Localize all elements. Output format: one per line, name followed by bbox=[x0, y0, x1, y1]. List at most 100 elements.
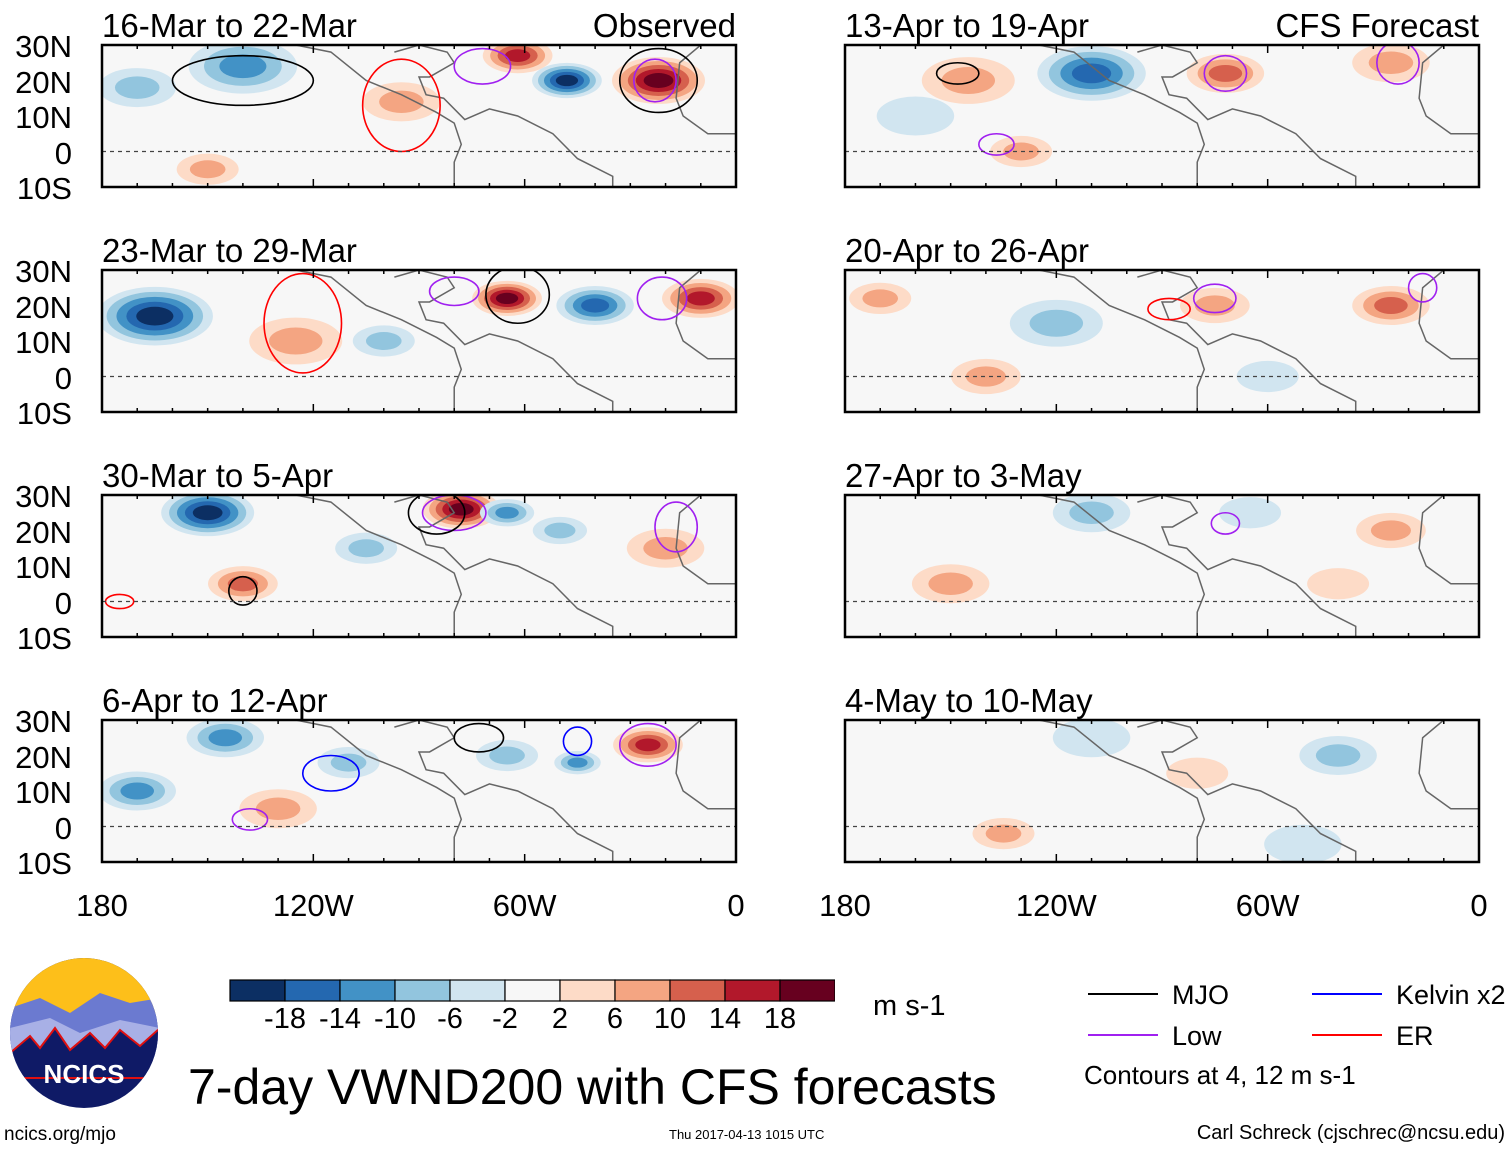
anomaly-shade bbox=[219, 54, 267, 79]
coastline bbox=[394, 495, 614, 637]
wave-contour bbox=[636, 276, 688, 321]
panel-title: 6-Apr to 12-Apr bbox=[102, 682, 328, 719]
lon-tick-label: 60W bbox=[492, 888, 557, 923]
wave-contour bbox=[1210, 511, 1241, 535]
wave-contour bbox=[263, 272, 343, 374]
colorbar-swatch bbox=[614, 979, 671, 1002]
lat-tick-label: 0 bbox=[54, 585, 72, 621]
lat-tick-label: 10S bbox=[16, 846, 72, 881]
lat-tick-label: 10S bbox=[16, 396, 72, 431]
colorbar-label: -6 bbox=[437, 1003, 463, 1035]
coastline bbox=[1418, 270, 1479, 360]
wave-contour bbox=[633, 58, 677, 103]
legend-line bbox=[1088, 993, 1158, 995]
colorbar-label: 14 bbox=[708, 1003, 742, 1035]
lat-tick-label: 30N bbox=[15, 479, 72, 514]
map-panel bbox=[843, 268, 1481, 414]
wave-contour bbox=[1147, 297, 1191, 321]
lat-tick-label: 0 bbox=[54, 135, 72, 171]
colorbar-swatch bbox=[669, 979, 726, 1002]
anomaly-shade bbox=[208, 729, 243, 747]
anomaly-shade bbox=[635, 738, 661, 752]
lat-tick-label: 20N bbox=[15, 64, 72, 100]
lat-tick-label: 20N bbox=[15, 514, 72, 550]
coastline bbox=[1038, 720, 1206, 862]
anomaly-shade bbox=[1264, 824, 1342, 862]
wave-contour bbox=[654, 501, 699, 553]
anomaly-shade bbox=[227, 576, 258, 592]
anomaly-shade bbox=[1071, 63, 1112, 84]
legend-label: ER bbox=[1396, 1021, 1434, 1051]
map-panel bbox=[100, 718, 738, 864]
lat-tick-label: 30N bbox=[15, 704, 72, 739]
figure-title: 7-day VWND200 with CFS forecasts bbox=[188, 1059, 997, 1115]
wave-contour bbox=[618, 722, 677, 767]
anomaly-shade bbox=[686, 291, 715, 306]
coastline bbox=[295, 720, 463, 862]
anomaly-shade bbox=[495, 292, 519, 305]
anomaly-shade bbox=[555, 74, 579, 87]
anomaly-shade bbox=[862, 289, 899, 308]
anomaly-shade bbox=[1029, 309, 1084, 337]
anomaly-shade bbox=[348, 539, 384, 558]
wave-contour bbox=[485, 270, 551, 325]
anomaly-shade bbox=[114, 76, 160, 99]
anomaly-shade bbox=[643, 73, 674, 88]
wave-contour bbox=[428, 276, 480, 307]
anomaly-shade bbox=[189, 160, 226, 179]
colorbar-label: -14 bbox=[319, 1003, 361, 1035]
legend-label: Low bbox=[1172, 1021, 1222, 1051]
coastline bbox=[295, 270, 463, 412]
map-panel bbox=[100, 493, 738, 639]
coastline bbox=[295, 45, 463, 187]
author-credit: Carl Schreck (cjschrec@ncsu.edu) bbox=[1196, 1122, 1505, 1144]
lat-tick-label: 10N bbox=[15, 325, 72, 360]
anomaly-shade bbox=[544, 522, 576, 539]
panel-title: 20-Apr to 26-Apr bbox=[845, 232, 1089, 269]
lon-tick-label: 0 bbox=[1470, 888, 1488, 923]
panel-title: 16-Mar to 22-Mar bbox=[102, 7, 357, 44]
colorbar-swatch bbox=[724, 979, 781, 1002]
anomaly-shade bbox=[136, 306, 174, 326]
anomaly-shade bbox=[489, 746, 525, 765]
colorbar-label: 10 bbox=[653, 1003, 687, 1035]
lat-tick-label: 0 bbox=[54, 810, 72, 846]
colorbar-swatch bbox=[449, 979, 506, 1002]
anomaly-shade bbox=[1069, 501, 1114, 524]
wave-contour bbox=[453, 47, 512, 85]
lat-tick-label: 10N bbox=[15, 775, 72, 810]
lon-tick-label: 180 bbox=[76, 888, 128, 923]
lat-tick-label: 10S bbox=[16, 171, 72, 206]
coastline bbox=[675, 720, 736, 810]
wave-contour bbox=[227, 575, 258, 606]
colorbar-label: -2 bbox=[492, 1003, 518, 1035]
map-panel bbox=[100, 43, 738, 189]
wave-contour bbox=[1192, 283, 1237, 314]
anomaly-shade bbox=[365, 332, 402, 350]
lon-tick-label: 0 bbox=[727, 888, 745, 923]
colorbar-label: 6 bbox=[606, 1003, 624, 1035]
anomaly-shade bbox=[941, 67, 996, 94]
anomaly-shade bbox=[1315, 744, 1361, 767]
anomaly-shade bbox=[379, 90, 424, 114]
lat-tick-label: 20N bbox=[15, 289, 72, 325]
map-panel bbox=[843, 493, 1481, 639]
ncics-logo: NCICS bbox=[10, 958, 158, 1108]
anomaly-shade bbox=[1368, 51, 1414, 74]
lat-tick-label: 10N bbox=[15, 100, 72, 135]
wave-contour bbox=[301, 754, 360, 792]
lat-tick-label: 10N bbox=[15, 550, 72, 585]
lat-tick-label: 0 bbox=[54, 360, 72, 396]
anomaly-shade bbox=[1052, 720, 1131, 758]
lon-tick-label: 120W bbox=[272, 888, 354, 923]
site-link[interactable]: ncics.org/mjo bbox=[4, 1124, 116, 1145]
lat-tick-label: 30N bbox=[15, 29, 72, 64]
wave-contour bbox=[231, 807, 269, 831]
anomaly-shade bbox=[192, 505, 223, 521]
coastline bbox=[1038, 270, 1206, 412]
anomaly-shade bbox=[1307, 568, 1370, 600]
units-label: m s-1 bbox=[873, 990, 946, 1022]
panel-title: 30-Mar to 5-Apr bbox=[102, 457, 334, 494]
wave-contour bbox=[1376, 45, 1420, 85]
timestamp: Thu 2017-04-13 1015 UTC bbox=[669, 1127, 825, 1142]
